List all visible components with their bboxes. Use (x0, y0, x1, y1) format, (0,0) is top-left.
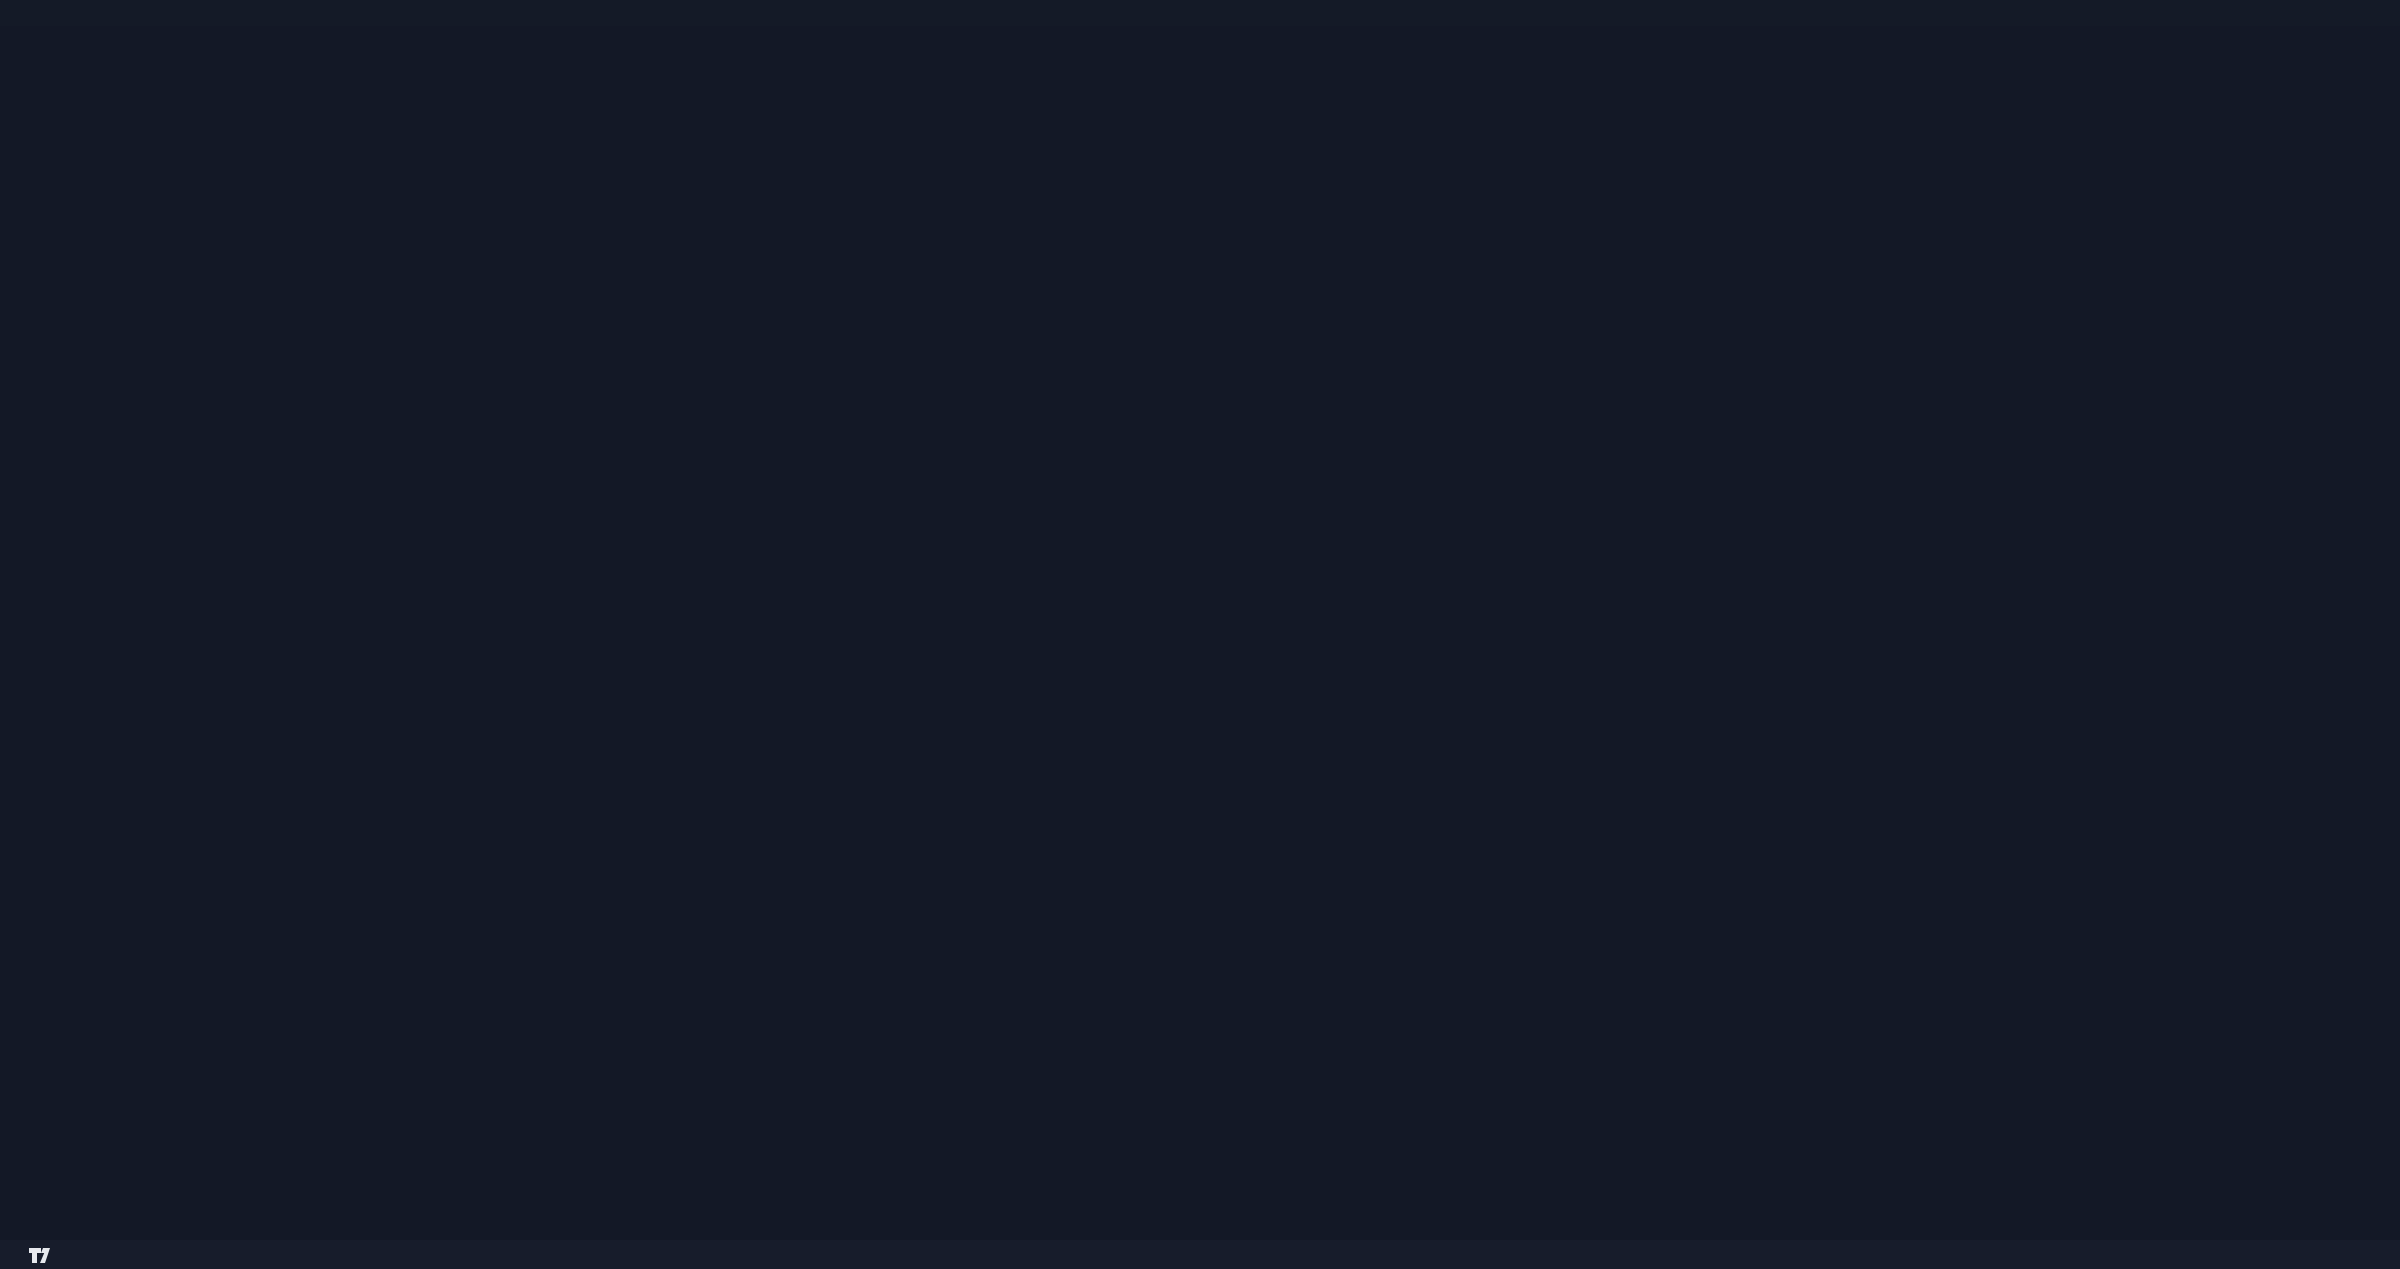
publish-header (0, 0, 2400, 26)
footer-bar (0, 1240, 2400, 1269)
tradingview-logo-icon (29, 1247, 50, 1263)
